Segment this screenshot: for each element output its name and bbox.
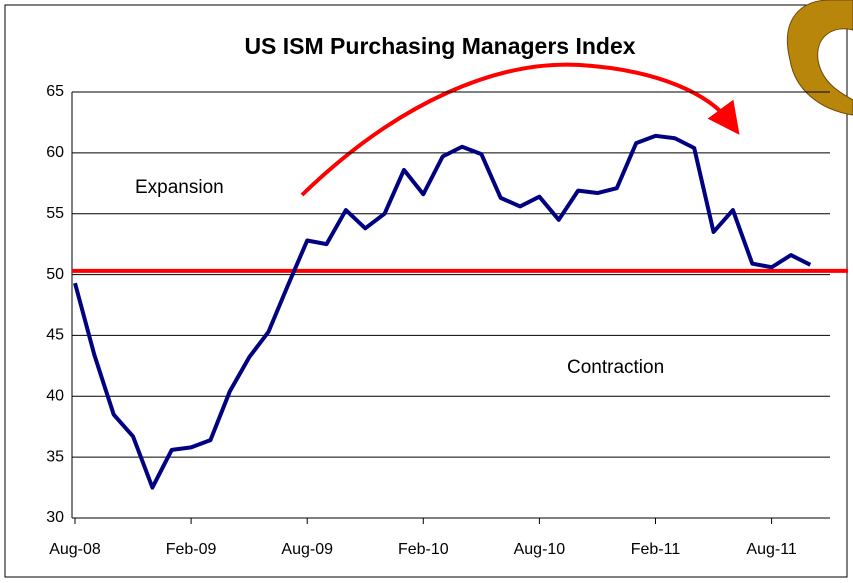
- chart: US ISM Purchasing Managers Index Expansi…: [0, 0, 853, 583]
- annotation: Contraction: [567, 357, 664, 378]
- chart-title: US ISM Purchasing Managers Index: [244, 33, 635, 59]
- annotation: Expansion: [135, 177, 224, 198]
- y-tick-label: 30: [46, 509, 64, 526]
- x-tick-label: Feb-11: [631, 541, 681, 558]
- y-tick-label: 50: [46, 266, 64, 283]
- x-tick-label: Aug-09: [281, 541, 333, 558]
- x-tick-label: Feb-09: [166, 541, 217, 558]
- x-tick-label: Aug-10: [514, 541, 566, 558]
- y-tick-label: 45: [46, 327, 64, 344]
- y-tick-label: 60: [46, 144, 64, 161]
- chart-frame: [5, 5, 847, 577]
- y-tick-label: 55: [46, 205, 64, 222]
- x-tick-label: Aug-11: [746, 541, 797, 558]
- x-tick-label: Aug-08: [49, 541, 101, 558]
- x-tick-label: Feb-10: [398, 541, 449, 558]
- y-tick-label: 65: [46, 83, 64, 100]
- y-tick-label: 35: [46, 448, 64, 465]
- y-tick-label: 40: [46, 388, 64, 405]
